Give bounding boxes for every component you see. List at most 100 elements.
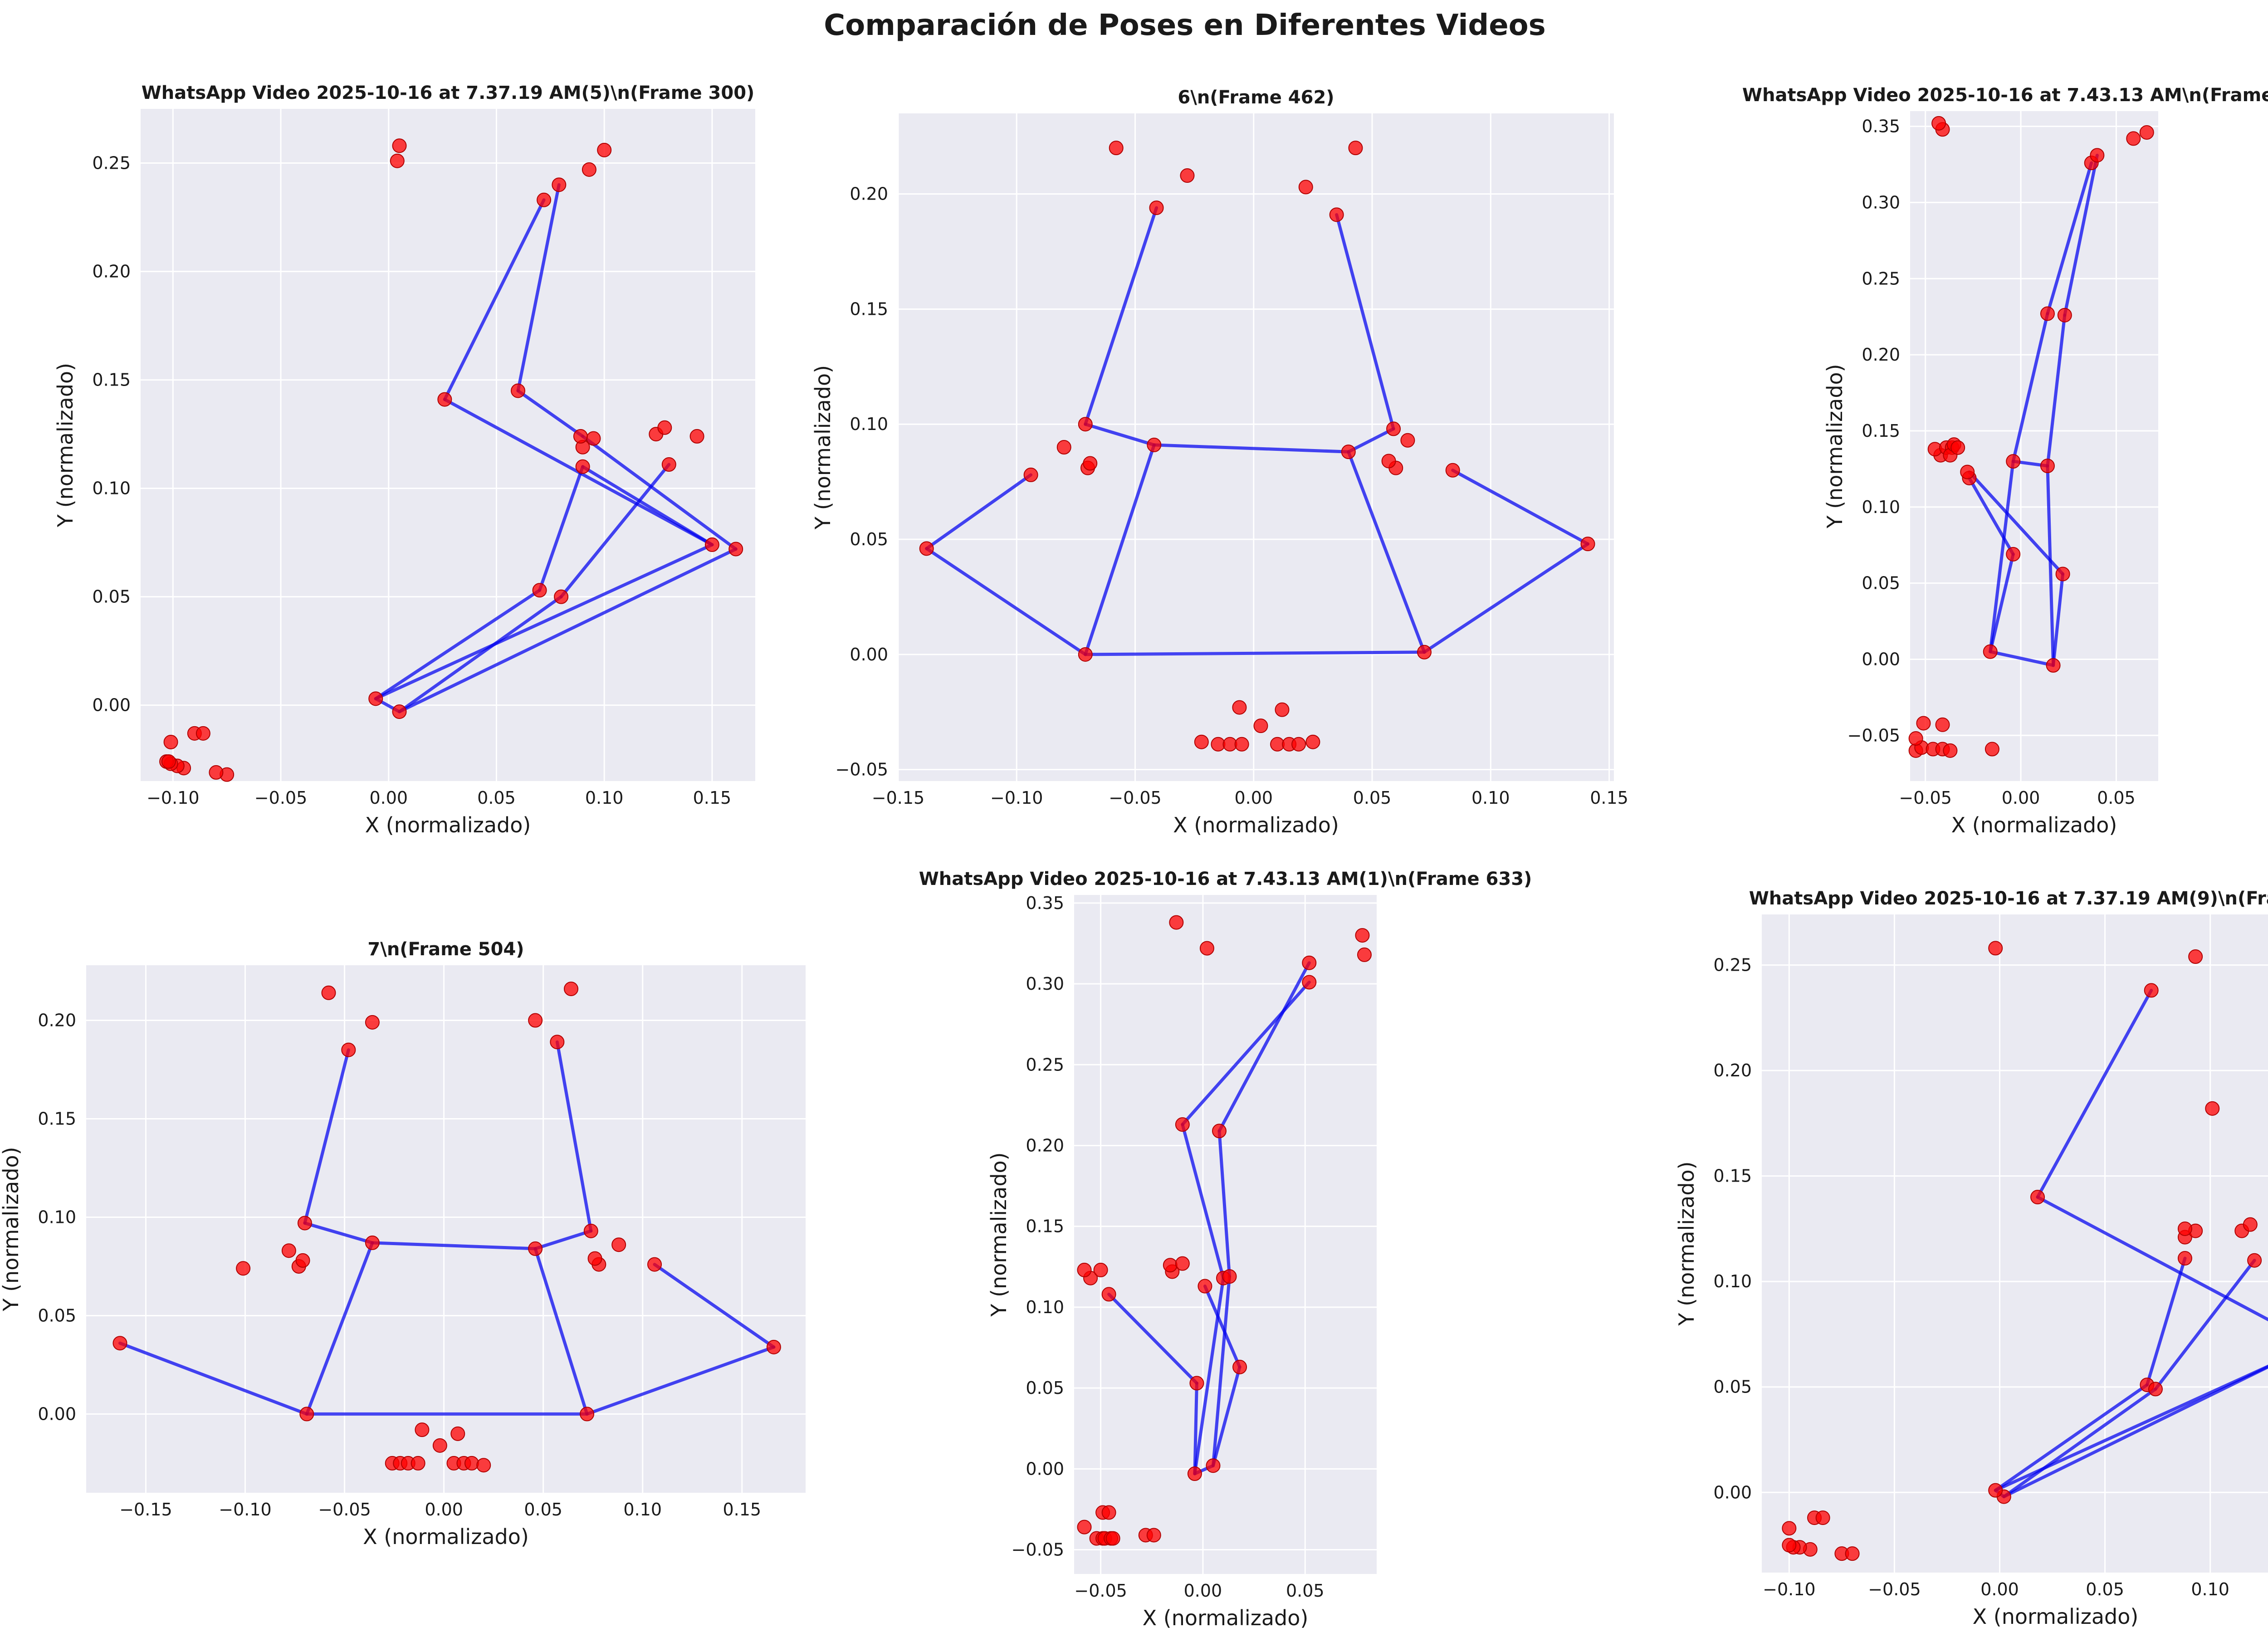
keypoint [2148, 1382, 2163, 1397]
subplot-title: 6\n(Frame 462) [1178, 87, 1334, 108]
keypoint [464, 1456, 479, 1471]
keypoint [368, 691, 383, 706]
x-tick-label: −0.10 [219, 1500, 271, 1520]
x-tick-label: 0.05 [477, 788, 516, 808]
keypoint [365, 1235, 380, 1250]
skeleton-segment [443, 198, 546, 401]
x-tick-label: −0.05 [1109, 788, 1161, 808]
subplot-3: −0.05 0.00 0.05 −0.05 0.00 0.05 0.10 0.15 0.20 0.… [1742, 85, 2268, 837]
keypoint [1357, 947, 1372, 962]
skeleton-segment [1084, 650, 1426, 656]
x-tick-label: 0.05 [1353, 788, 1392, 808]
y-axis-label: Y (normalizado) [987, 1152, 1011, 1317]
keypoint [112, 1336, 127, 1351]
y-tick-label: 0.20 [92, 262, 131, 282]
y-tick-label: 0.20 [1862, 345, 1900, 365]
x-tick-label: 0.10 [1471, 788, 1510, 808]
keypoint [209, 765, 224, 780]
keypoint [2177, 1221, 2192, 1236]
subplot-title: WhatsApp Video 2025-10-16 at 7.43.13 AM\… [1742, 85, 2268, 106]
x-tick-label: −0.10 [1763, 1579, 1815, 1599]
subplot-5: −0.05 0.00 0.05 −0.05 0.00 0.05 0.10 0.15 0.20 0.… [919, 869, 1532, 1630]
keypoint [295, 1253, 310, 1268]
keypoint [2188, 949, 2203, 964]
x-tick-label: 0.10 [623, 1500, 662, 1520]
keypoint [432, 1438, 447, 1453]
y-tick-label: −0.05 [1012, 1540, 1064, 1560]
keypoint [1232, 1359, 1247, 1374]
y-tick-label: 0.20 [1026, 1135, 1064, 1155]
subplot-6: −0.10 −0.05 0.00 0.05 0.10 0.15 0.00 0.05 0.10 0.… [1674, 888, 2268, 1629]
skeleton-segment [1994, 1383, 2149, 1492]
skeleton-segment [653, 1263, 776, 1349]
skeleton-segment [538, 465, 585, 592]
keypoint [1988, 941, 2003, 956]
keypoint [2055, 567, 2070, 582]
y-tick-label: 0.00 [1026, 1459, 1064, 1479]
keypoint [1935, 717, 1950, 732]
x-axis-label: X (normalizado) [363, 1525, 529, 1549]
keypoint [704, 537, 719, 552]
skeleton-segment [1107, 1292, 1198, 1385]
x-tick-label: 0.10 [2191, 1579, 2229, 1599]
keypoint [1908, 731, 1923, 746]
y-tick-label: 0.30 [1026, 974, 1064, 994]
skeleton-segment [2046, 464, 2055, 667]
keypoint [2139, 125, 2154, 140]
plot-area [141, 109, 755, 781]
y-tick-label: 0.10 [1713, 1271, 1752, 1291]
skeleton-segment [371, 1241, 537, 1251]
y-tick-label: 0.25 [1026, 1055, 1064, 1075]
y-tick-label: 0.10 [1026, 1297, 1064, 1317]
keypoint [580, 1407, 595, 1422]
x-tick-label: 0.00 [1234, 788, 1273, 808]
skeleton-segment [1989, 650, 2055, 667]
keypoint [1198, 1279, 1212, 1294]
keypoint [1232, 700, 1247, 715]
keypoint [1417, 645, 1432, 660]
skeleton-segment [1084, 443, 1156, 656]
skeleton-segment [303, 1221, 374, 1245]
subplot-title: 7\n(Frame 504) [367, 939, 524, 960]
skeleton-segment [1181, 980, 1311, 1126]
skeleton-segment [1217, 961, 1311, 1133]
y-tick-label: 0.15 [1026, 1217, 1064, 1236]
keypoint [1187, 1466, 1202, 1481]
y-tick-label: 0.20 [1713, 1060, 1752, 1080]
keypoint [1212, 1124, 1227, 1139]
keypoint [1169, 915, 1184, 930]
keypoint [1381, 454, 1396, 469]
keypoint [2126, 131, 2141, 146]
y-tick-label: 0.10 [850, 414, 888, 434]
y-tick-label: 0.05 [38, 1305, 76, 1325]
keypoint [1298, 180, 1313, 195]
y-tick-label: 0.20 [38, 1011, 76, 1031]
x-tick-label: 0.15 [693, 788, 732, 808]
x-tick-label: −0.10 [990, 788, 1043, 808]
skeleton-segment [2036, 988, 2153, 1199]
skeleton-segment [2063, 153, 2099, 317]
keypoint [1782, 1521, 1797, 1536]
keypoint [1180, 168, 1195, 183]
skeleton-segment [1989, 459, 2015, 654]
keypoint [528, 1013, 543, 1028]
skeleton-segment [398, 547, 738, 713]
y-axis-label: Y (normalizado) [1674, 1161, 1699, 1326]
keypoint [2006, 547, 2021, 562]
keypoint [552, 177, 567, 192]
keypoint [1078, 647, 1093, 662]
x-axis-label: X (normalizado) [1173, 813, 1339, 837]
skeleton-segment [516, 389, 585, 438]
keypoint [2057, 308, 2072, 323]
y-axis-label: Y (normalizado) [0, 1147, 23, 1311]
keypoint [1078, 417, 1093, 432]
skeleton-segment [1211, 1275, 1232, 1467]
y-tick-label: 0.05 [850, 529, 888, 549]
keypoint [299, 1407, 314, 1422]
x-tick-label: 0.00 [369, 788, 408, 808]
keypoint [2243, 1217, 2258, 1232]
keypoint [587, 1251, 602, 1266]
keypoint [1093, 1262, 1108, 1277]
keypoint [1206, 1458, 1221, 1473]
skeleton-segment [2052, 572, 2065, 667]
